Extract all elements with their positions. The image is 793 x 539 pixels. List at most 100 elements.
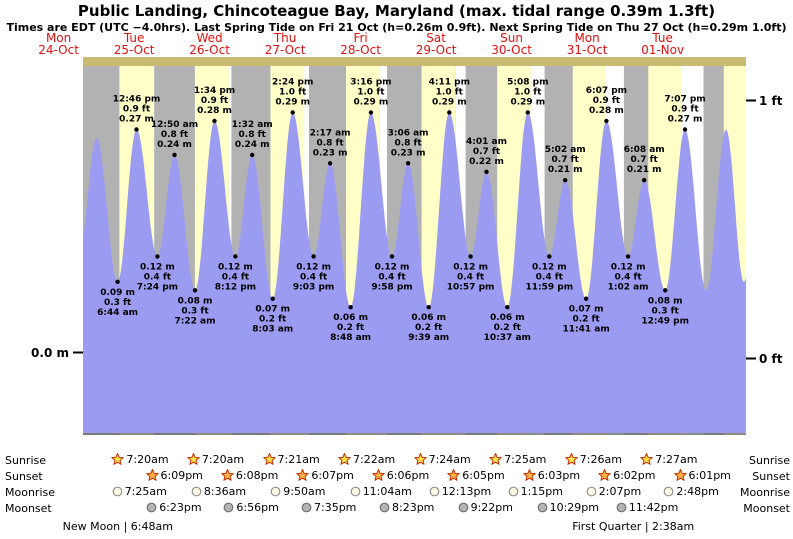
moonset-icon: [301, 502, 312, 513]
svg-text:0.12 m: 0.12 m: [453, 262, 488, 272]
tide-high-dot: [525, 110, 530, 115]
moonrise-entry: 1:15pm: [508, 485, 563, 498]
moonrise-entry: 8:36am: [191, 485, 246, 498]
svg-text:1.0 ft: 1.0 ft: [436, 88, 464, 98]
subtitle: Times are EDT (UTC −4.0hrs). Last Spring…: [6, 21, 787, 34]
moonset-icon: [223, 502, 234, 513]
moonrise-icon: [112, 486, 123, 497]
moonrise-time: 7:25am: [124, 485, 167, 498]
tide-low-annotation: 0.12 m0.4 ft9:03 pm: [293, 254, 334, 292]
sunset-entry: 6:01pm: [673, 469, 731, 482]
svg-text:5:02 am: 5:02 am: [545, 145, 586, 155]
svg-text:0.08 m: 0.08 m: [648, 296, 683, 306]
svg-text:0.29 m: 0.29 m: [510, 98, 545, 108]
svg-text:0.7 ft: 0.7 ft: [552, 155, 580, 165]
moonrise-time: 11:04am: [362, 485, 412, 498]
svg-text:7:07 pm: 7:07 pm: [664, 95, 705, 105]
svg-text:0.4 ft: 0.4 ft: [536, 272, 564, 282]
svg-text:4:01 am: 4:01 am: [466, 137, 507, 147]
svg-text:0.22 m: 0.22 m: [469, 157, 504, 167]
moon-phase-label: First Quarter | 2:38am: [572, 520, 695, 533]
tide-low-dot: [115, 279, 120, 284]
tide-high-dot: [682, 127, 688, 132]
svg-text:0.4 ft: 0.4 ft: [614, 272, 642, 282]
svg-text:0.28 m: 0.28 m: [197, 106, 232, 116]
tide-high-annotation: 6:07 pm0.9 ft0.28 m: [586, 86, 627, 124]
moonrise-icon: [586, 486, 597, 497]
moonrise-icon: [270, 486, 281, 497]
svg-text:3:06 am: 3:06 am: [388, 128, 429, 138]
tide-low-annotation: 0.06 m0.2 ft8:48 am: [330, 305, 371, 343]
svg-text:1:34 pm: 1:34 pm: [194, 86, 235, 96]
tide-low-dot: [547, 254, 552, 259]
tide-low-annotation: 0.12 m0.4 ft1:02 am: [608, 254, 649, 292]
sunset-entry: 6:06pm: [372, 469, 429, 482]
tide-high-dot: [134, 127, 139, 132]
tide-high-dot: [604, 118, 609, 124]
svg-text:12:49 pm: 12:49 pm: [641, 316, 689, 326]
moonrise-icon: [350, 486, 361, 497]
day-label: Fri 28-Oct: [340, 31, 381, 57]
tide-low-dot: [426, 305, 431, 310]
svg-text:0.21 m: 0.21 m: [627, 165, 662, 175]
svg-text:0.4 ft: 0.4 ft: [457, 272, 485, 282]
astro-row-label-sunrise-left: Sunrise: [5, 454, 47, 467]
sunset-time: 6:05pm: [462, 469, 505, 482]
tide-low-annotation: 0.12 m0.4 ft8:12 pm: [215, 254, 256, 292]
svg-text:1.0 ft: 1.0 ft: [357, 88, 385, 98]
tide-low-dot: [625, 254, 631, 259]
svg-text:11:59 pm: 11:59 pm: [525, 282, 573, 292]
tide-high-annotation: 12:50 am0.8 ft0.24 m: [151, 120, 198, 158]
tide-low-dot: [311, 254, 316, 259]
svg-text:0.06 m: 0.06 m: [411, 313, 446, 323]
svg-text:0.2 ft: 0.2 ft: [494, 323, 522, 333]
svg-text:0.09 m: 0.09 m: [100, 288, 135, 298]
svg-text:0.07 m: 0.07 m: [569, 305, 604, 315]
sunset-entry: 6:05pm: [447, 469, 505, 482]
tide-high-annotation: 12:46 pm0.9 ft0.27 m: [113, 95, 161, 132]
svg-text:0.27 m: 0.27 m: [119, 115, 154, 125]
tide-low-dot: [468, 254, 473, 259]
astro-row-label-moonset-right: Moonset: [743, 502, 790, 515]
tide-high-annotation: 1:34 pm0.9 ft0.28 m: [194, 86, 235, 124]
moonrise-icon: [663, 486, 674, 497]
svg-text:0.07 m: 0.07 m: [255, 305, 290, 315]
svg-text:0.4 ft: 0.4 ft: [144, 272, 172, 282]
svg-text:0.9 ft: 0.9 ft: [201, 96, 229, 106]
sunset-time: 6:02pm: [613, 469, 656, 482]
tide-high-dot: [484, 169, 489, 174]
tide-low-dot: [505, 305, 510, 310]
astro-row-label-moonset-left: Moonset: [5, 502, 52, 515]
moonrise-entry: 2:48pm: [663, 485, 719, 498]
day-label: Sun 30-Oct: [491, 31, 532, 57]
moonrise-time: 1:15pm: [520, 485, 563, 498]
svg-text:1.0 ft: 1.0 ft: [514, 88, 542, 98]
svg-text:0.27 m: 0.27 m: [668, 115, 703, 125]
svg-text:0.9 ft: 0.9 ft: [123, 105, 151, 115]
svg-text:0.24 m: 0.24 m: [235, 140, 270, 150]
tide-high-annotation: 2:17 am0.8 ft0.23 m: [310, 128, 351, 166]
svg-text:0.12 m: 0.12 m: [375, 262, 410, 272]
day-label: Tue 01-Nov: [641, 31, 685, 57]
tide-high-dot: [327, 161, 333, 166]
sunset-icon: [598, 469, 611, 481]
svg-text:0.23 m: 0.23 m: [391, 148, 426, 158]
svg-text:2:17 am: 2:17 am: [310, 128, 351, 138]
moonset-time: 11:42pm: [628, 501, 679, 514]
svg-text:0.28 m: 0.28 m: [589, 106, 624, 116]
svg-text:12:46 pm: 12:46 pm: [113, 95, 161, 105]
tide-high-dot: [405, 161, 411, 166]
svg-text:0.2 ft: 0.2 ft: [415, 323, 443, 333]
moonset-time: 10:29pm: [549, 501, 599, 514]
svg-text:0.7 ft: 0.7 ft: [473, 147, 501, 157]
svg-text:2:24 pm: 2:24 pm: [272, 78, 313, 88]
svg-text:9:03 pm: 9:03 pm: [293, 282, 334, 292]
svg-text:0.3 ft: 0.3 ft: [104, 298, 132, 308]
moon-phase-label: New Moon | 6:48am: [62, 520, 173, 533]
svg-text:3:16 pm: 3:16 pm: [350, 78, 391, 88]
moonrise-time: 2:07pm: [598, 485, 642, 498]
svg-text:8:03 am: 8:03 am: [252, 325, 293, 335]
tide-low-annotation: 0.12 m0.4 ft7:24 pm: [137, 254, 178, 292]
svg-text:0.12 m: 0.12 m: [296, 262, 331, 272]
